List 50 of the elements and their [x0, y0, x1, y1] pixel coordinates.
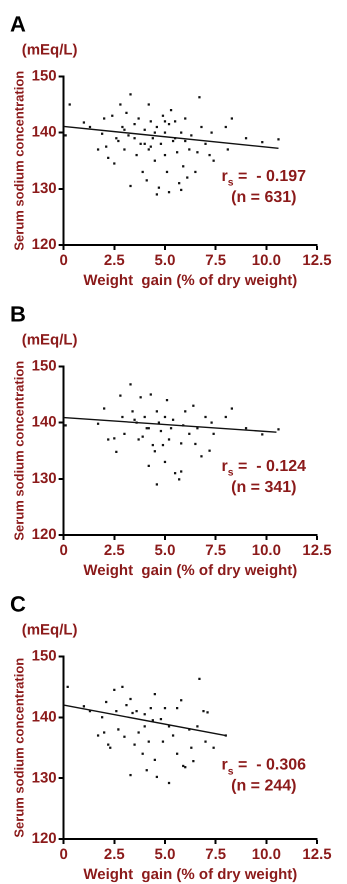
y-axis-title: Serum sodium concentration: [11, 360, 26, 541]
x-tick-label: 2.5: [104, 542, 125, 560]
chart-title: B: [10, 301, 26, 326]
x-tick-label: 10.0: [252, 846, 281, 864]
y-tick-label: 120: [32, 526, 57, 544]
y-tick-label: 140: [32, 708, 57, 726]
annotation: (n = 631): [231, 188, 296, 206]
x-tick-label: 2.5: [104, 252, 125, 270]
x-tick-label: 7.5: [205, 846, 226, 864]
x-tick-label: 7.5: [205, 542, 226, 560]
point: [137, 731, 140, 734]
x-tick-label: 5.0: [154, 846, 176, 864]
chart-title: A: [10, 11, 26, 36]
y-tick-label: 120: [32, 830, 57, 848]
x-tick-label: 5.0: [154, 542, 176, 560]
y-tick-label: 130: [32, 180, 57, 197]
x-axis-title: Weight gain (% of dry weight): [83, 866, 298, 884]
y-tick-label: 120: [32, 236, 57, 254]
x-tick-label: 12.5: [302, 252, 332, 270]
x-tick-label: 0: [59, 542, 68, 560]
x-tick-label: 12.5: [302, 846, 332, 864]
y-tick-label: 150: [32, 358, 57, 375]
annotation: (n = 244): [231, 778, 296, 795]
x-tick-label: 7.5: [205, 252, 226, 270]
text: (mEq/L): [22, 41, 78, 58]
x-tick-label: 5.0: [154, 252, 176, 270]
x-axis-title: Weight gain (% of dry weight): [83, 272, 298, 290]
chart-title: C: [10, 591, 26, 616]
y-axis-title: Serum sodium concentration: [11, 70, 26, 251]
point: [166, 398, 168, 402]
y-tick-label: 140: [32, 414, 57, 431]
x-tick-label: 0: [59, 252, 68, 270]
text: (mEq/L): [22, 331, 78, 348]
y-tick-label: 130: [32, 769, 57, 786]
x-tick-label: 10.0: [252, 252, 281, 270]
x-axis-title: Weight gain (% of dry weight): [83, 562, 298, 580]
y-tick-label: 150: [32, 68, 57, 85]
x-tick-label: 0: [59, 846, 68, 864]
x-tick-label: 2.5: [104, 846, 125, 864]
y-tick-label: 150: [32, 648, 57, 665]
y-tick-label: 140: [32, 124, 57, 141]
annotation: (n = 341): [231, 478, 296, 496]
point: [194, 442, 197, 446]
point: [137, 438, 140, 441]
y-axis-title: Serum sodium concentration: [11, 658, 26, 838]
point: [119, 394, 122, 397]
x-tick-label: 10.0: [252, 542, 281, 560]
text: (mEq/L): [22, 621, 78, 638]
y-tick-label: 130: [32, 470, 57, 487]
x-tick-label: 12.5: [302, 542, 332, 560]
